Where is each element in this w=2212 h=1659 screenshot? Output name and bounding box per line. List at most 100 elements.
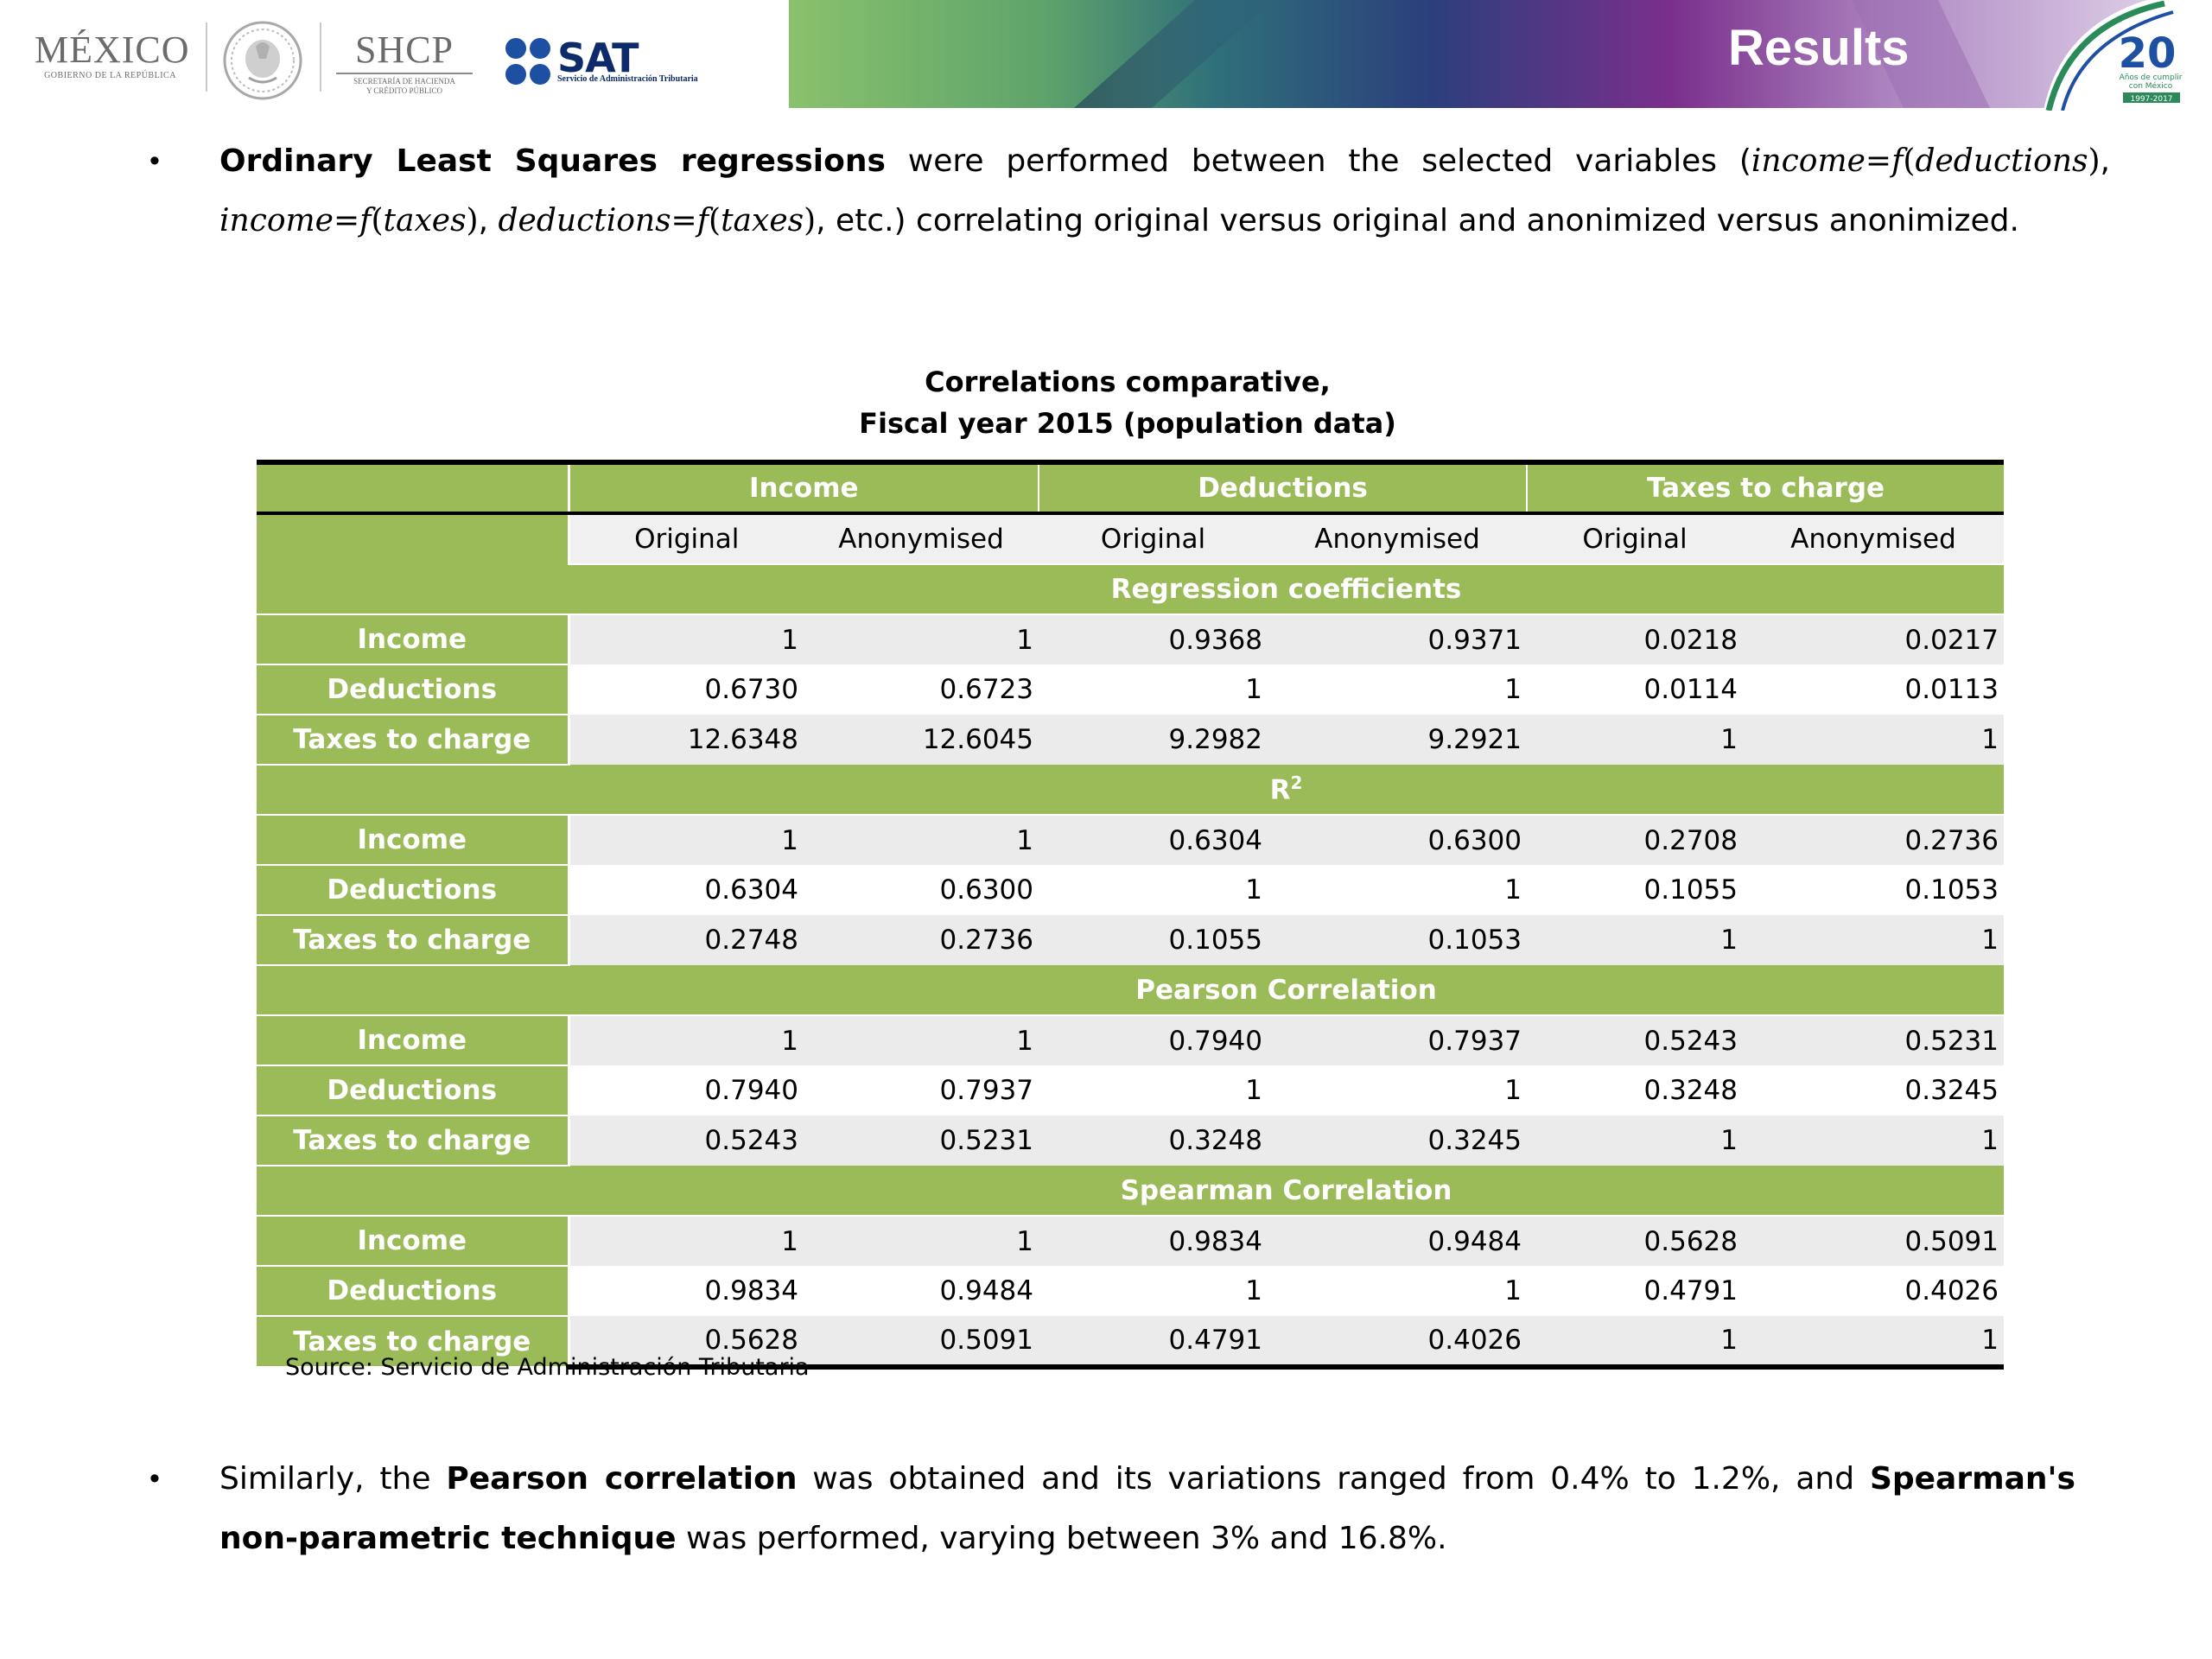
- table-cell: 0.0113: [1743, 664, 2005, 715]
- table-cell: 1: [1268, 1065, 1528, 1116]
- math-term: income: [219, 203, 334, 238]
- table-cell: 1: [1527, 915, 1744, 965]
- section-header-row: R2: [257, 765, 2005, 816]
- corr-bold-pearson: Pearson correlation: [446, 1461, 798, 1497]
- section-header-row: Regression coefficients: [257, 564, 2005, 615]
- subheader-cell: Anonymised: [1268, 512, 1528, 565]
- section-stub: [257, 765, 569, 816]
- logo-divider: [206, 22, 207, 92]
- row-label: Deductions: [257, 865, 570, 916]
- table-cell: 0.1055: [1527, 865, 1744, 915]
- row-label: Taxes to charge: [257, 1116, 570, 1166]
- group-header-row: Income Deductions Taxes to charge: [257, 460, 2005, 513]
- table-cell: 0.9368: [1039, 614, 1268, 664]
- ols-bold-lead: Ordinary Least Squares regressions: [219, 143, 886, 179]
- table-cell: 0.2736: [1743, 815, 2005, 865]
- table-cell: 1: [1268, 664, 1528, 715]
- section-stub: [257, 1166, 569, 1217]
- table-row: Taxes to charge 0.5243 0.5231 0.3248 0.3245 1…: [257, 1116, 2005, 1166]
- table-row: Deductions 0.6730 0.6723 1 1 0.0114 0.0113: [257, 664, 2005, 715]
- row-label: Income: [257, 815, 570, 866]
- badge-number: 20: [2119, 29, 2177, 78]
- table-cell: 0.5091: [804, 1316, 1039, 1370]
- ols-sep2: ,: [478, 203, 499, 238]
- table-cell: 0.1053: [1743, 865, 2005, 915]
- table-source-note: Source: Servicio de Administración Tribu…: [285, 1354, 810, 1381]
- sat-logo-name: SAT: [557, 35, 639, 81]
- math-term: deductions: [1915, 143, 2088, 179]
- row-label: Deductions: [257, 1065, 570, 1116]
- table-cell: 0.4791: [1039, 1316, 1268, 1370]
- math-term: f: [359, 203, 372, 238]
- national-seal-icon: [223, 21, 302, 100]
- table-cell: 0.5243: [1527, 1015, 1744, 1065]
- math-term: deductions: [498, 203, 671, 238]
- formula-income-deductions: income=f(deductions): [1751, 143, 2101, 179]
- table-row: Deductions 0.6304 0.6300 1 1 0.1055 0.1053: [257, 865, 2005, 916]
- table-cell: 9.2921: [1268, 715, 1528, 765]
- section-title-text: Pearson Correlation: [1135, 974, 1437, 1006]
- table-cell: 0.9371: [1268, 614, 1528, 664]
- math-term: taxes: [383, 203, 467, 238]
- math-term: (: [1903, 143, 1916, 179]
- table-cell: 1: [1743, 1316, 2005, 1370]
- badge-line1: Años de cumplir: [2120, 73, 2183, 82]
- math-term: income: [1751, 143, 1866, 179]
- badge-line2: con México: [2129, 81, 2173, 91]
- ols-sep1: ,: [2100, 143, 2110, 179]
- table-cell: 0.3245: [1743, 1065, 2005, 1116]
- table-row: Deductions 0.9834 0.9484 1 1 0.4791 0.4026: [257, 1266, 2005, 1317]
- table-cell: 0.3248: [1039, 1116, 1268, 1166]
- subheader-cell: Original: [1039, 512, 1268, 565]
- shcp-logo-name: SHCP: [354, 29, 454, 71]
- math-term: f: [1891, 143, 1904, 179]
- table-cell: 1: [1039, 865, 1268, 915]
- table-cell: 0.0217: [1743, 614, 2005, 664]
- table-cell: 0.6723: [804, 664, 1039, 715]
- section-title-text: Spearman Correlation: [1120, 1174, 1452, 1206]
- group-header-income: Income: [569, 460, 1039, 513]
- bullet-marker: •: [149, 144, 160, 177]
- math-term: taxes: [721, 203, 804, 238]
- table-cell: 0.2748: [569, 915, 804, 965]
- table-cell: 0.9484: [804, 1266, 1039, 1316]
- formula-income-taxes: income=f(taxes): [219, 203, 479, 238]
- table-row: Income 1 1 0.6304 0.6300 0.2708 0.2736: [257, 815, 2005, 866]
- section-title: Pearson Correlation: [569, 965, 2005, 1016]
- subheader-cell: Original: [569, 512, 804, 565]
- math-term: (: [371, 203, 384, 238]
- ols-paragraph: Ordinary Least Squares regressions were …: [219, 131, 2110, 251]
- formula-deductions-taxes: deductions=f(taxes): [498, 203, 816, 238]
- table-cell: 0.6304: [569, 865, 804, 915]
- header-banner: [789, 0, 2212, 108]
- page-title: Results: [1728, 20, 1910, 76]
- subheader-cell: Anonymised: [804, 512, 1039, 565]
- math-term: =: [333, 203, 360, 238]
- group-header-deductions: Deductions: [1038, 460, 1528, 513]
- table-corner: [257, 460, 570, 513]
- table-cell: 0.3248: [1527, 1065, 1744, 1116]
- slide-header: MÉXICO GOBIERNO DE LA REPÚBLICA SHCP SEC…: [0, 0, 2212, 111]
- table-row: Taxes to charge 0.2748 0.2736 0.1055 0.1053 1…: [257, 915, 2005, 966]
- table-cell: 1: [804, 614, 1039, 664]
- table-cell: 1: [1268, 1266, 1528, 1316]
- section-header-row: Pearson Correlation: [257, 965, 2005, 1016]
- table-cell: 0.5231: [1743, 1015, 2005, 1065]
- row-label: Taxes to charge: [257, 1316, 570, 1368]
- table-cell: 1: [1527, 715, 1744, 765]
- group-header-taxes: Taxes to charge: [1526, 460, 2005, 513]
- table-cell: 0.4791: [1527, 1266, 1744, 1316]
- shcp-logo-sub1: SECRETARÍA DE HACIENDA: [353, 77, 455, 86]
- table-cell: 0.6730: [569, 664, 804, 715]
- table-cell: 0.4026: [1743, 1266, 2005, 1316]
- table-cell: 1: [1743, 915, 2005, 965]
- corr-text-b: was obtained and its variations ranged f…: [797, 1461, 1870, 1497]
- section-title: R2: [569, 765, 2005, 816]
- table-row: Taxes to charge 0.5628 0.5091 0.4791 0.4026 1…: [257, 1316, 2005, 1370]
- table-title-line2: Fiscal year 2015 (population data): [859, 407, 1396, 440]
- table-row: Deductions 0.7940 0.7937 1 1 0.3248 0.3245: [257, 1065, 2005, 1116]
- table-cell: 12.6045: [804, 715, 1039, 765]
- row-label: Taxes to charge: [257, 715, 570, 766]
- section-title: Regression coefficients: [569, 564, 2005, 615]
- mexico-logo-sub: GOBIERNO DE LA REPÚBLICA: [44, 71, 176, 80]
